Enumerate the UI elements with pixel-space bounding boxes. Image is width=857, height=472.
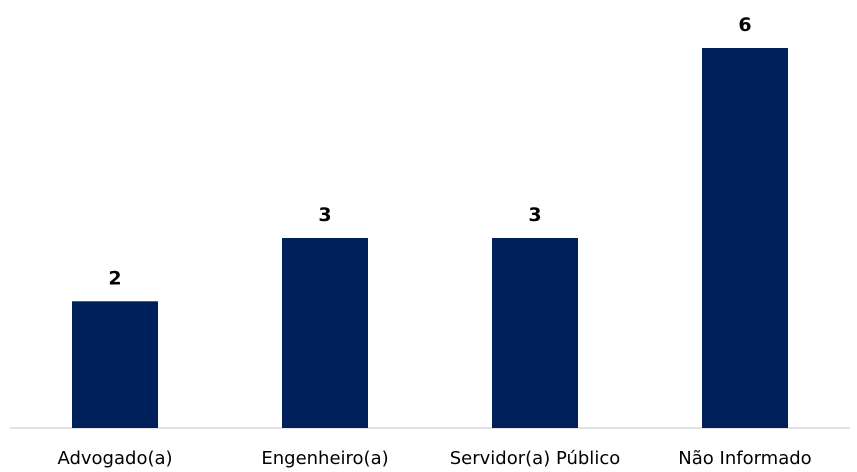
data-label-0: 2 [108,267,121,289]
category-label-3: Não Informado [678,448,811,469]
bars-group [72,48,788,428]
category-label-2: Servidor(a) Público [450,448,620,469]
data-label-2: 3 [528,204,541,226]
bar-3 [702,48,788,428]
bar-1 [282,238,368,428]
value-labels-group: 2 3 3 6 [108,14,751,289]
bar-0 [72,301,158,428]
category-label-0: Advogado(a) [57,448,172,469]
data-label-3: 6 [738,14,751,36]
category-label-1: Engenheiro(a) [261,448,388,469]
category-labels-group: Advogado(a) Engenheiro(a) Servidor(a) Públ… [57,448,811,469]
bar-2 [492,238,578,428]
data-label-1: 3 [318,204,331,226]
